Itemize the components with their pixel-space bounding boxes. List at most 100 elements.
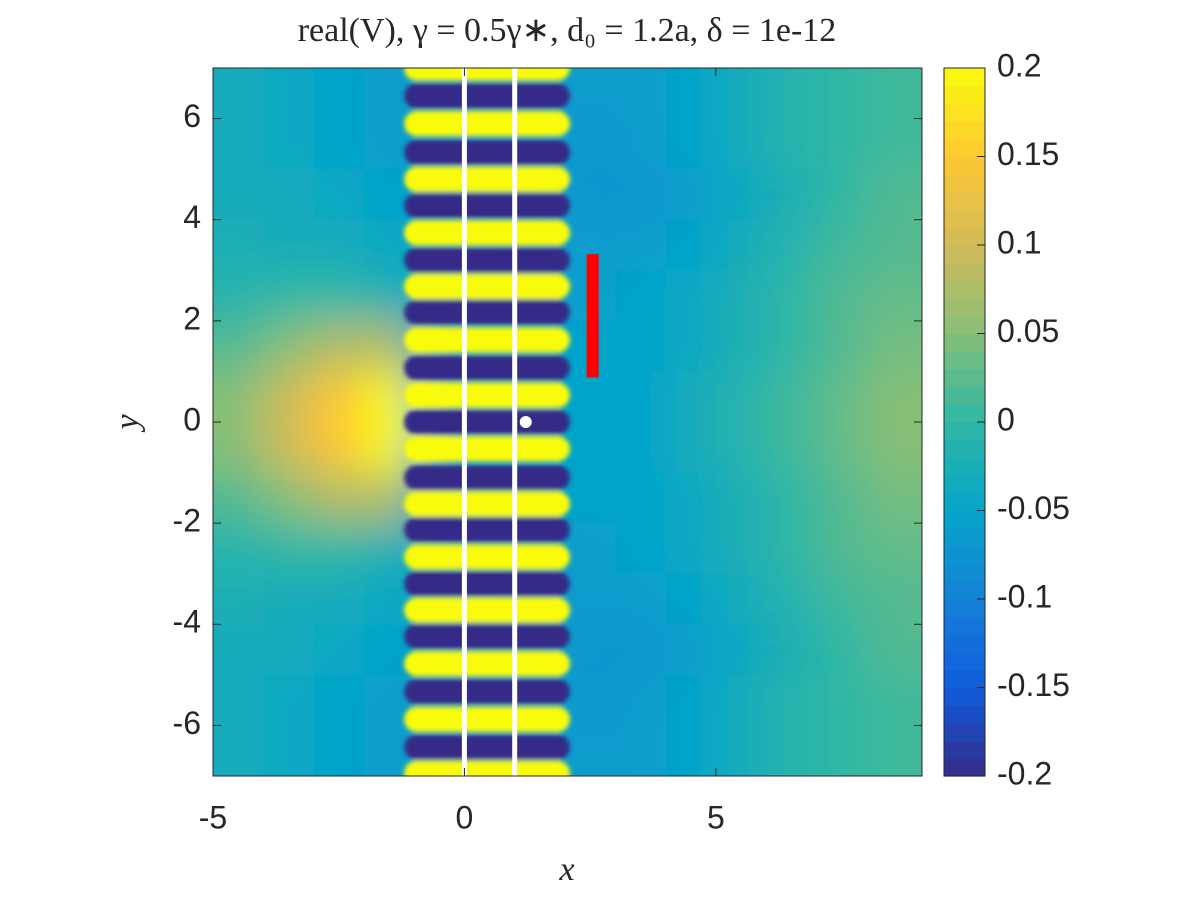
heatmap-cell bbox=[213, 422, 265, 474]
heatmap-cell bbox=[213, 674, 265, 727]
y-tick-label: 6 bbox=[183, 98, 201, 134]
colorbar-band bbox=[944, 227, 985, 246]
heatmap-cell bbox=[213, 320, 265, 373]
heatmap-cell bbox=[313, 624, 365, 676]
y-axis-label: y bbox=[109, 414, 146, 433]
heatmap-cell bbox=[715, 320, 768, 373]
stripe bbox=[404, 327, 571, 353]
colorbar-band bbox=[944, 457, 985, 476]
heatmap-cell bbox=[313, 118, 365, 171]
heatmap-cell bbox=[816, 674, 868, 727]
heatmap-cell bbox=[213, 219, 265, 272]
heatmap-cell bbox=[615, 270, 667, 322]
heatmap-cell bbox=[816, 219, 868, 272]
heatmap-cell bbox=[665, 219, 717, 272]
heatmap-cell bbox=[665, 472, 717, 525]
heatmap-cell bbox=[715, 422, 768, 474]
y-tick-label: 0 bbox=[183, 401, 201, 437]
heatmap-cell bbox=[263, 219, 315, 272]
colorbar-band bbox=[944, 68, 985, 87]
heatmap-cell bbox=[313, 68, 365, 120]
colorbar-band bbox=[944, 209, 985, 228]
heatmap-cell bbox=[866, 68, 922, 120]
colorbar-tick-label: 0.1 bbox=[997, 224, 1041, 260]
stripes bbox=[404, 68, 571, 776]
heatmap-cell bbox=[263, 624, 315, 676]
colorbar-band bbox=[944, 652, 985, 671]
heatmap-cell bbox=[213, 68, 265, 120]
stripe bbox=[404, 597, 571, 623]
heatmap-cell bbox=[816, 371, 868, 423]
heatmap-cell bbox=[665, 169, 717, 221]
heatmap-cell bbox=[263, 573, 315, 626]
stripe bbox=[404, 139, 571, 166]
heatmap-cell bbox=[313, 573, 365, 626]
heatmap-cell bbox=[766, 320, 818, 373]
heatmap-cell bbox=[866, 270, 922, 322]
point bbox=[519, 416, 532, 428]
heatmap-cell bbox=[213, 472, 265, 525]
heatmap-cell bbox=[665, 270, 717, 322]
heatmap-cell bbox=[816, 523, 868, 575]
heatmap-cell bbox=[615, 371, 667, 423]
colorbar-band bbox=[944, 669, 985, 689]
heatmap-cell bbox=[816, 472, 868, 525]
heatmap-cell bbox=[715, 169, 768, 221]
stripe bbox=[404, 544, 571, 570]
heatmap-cell bbox=[263, 371, 315, 423]
heatmap-cell bbox=[715, 725, 768, 776]
heatmap bbox=[213, 68, 922, 776]
heatmap-cell bbox=[615, 422, 667, 474]
heatmap-cell bbox=[564, 674, 617, 727]
colorbar-band bbox=[944, 758, 985, 777]
heatmap-cell bbox=[715, 523, 768, 575]
colorbar-band bbox=[944, 174, 985, 193]
overlays bbox=[461, 68, 599, 776]
colorbar-band bbox=[944, 616, 985, 635]
colorbar-tick-label: 0.2 bbox=[997, 47, 1041, 83]
heatmap-cell bbox=[615, 725, 667, 776]
plot-area bbox=[213, 68, 922, 776]
heatmap-cell bbox=[313, 472, 365, 525]
stripe bbox=[404, 651, 571, 677]
heatmap-cell bbox=[715, 118, 768, 171]
colorbar-tick-label: 0.15 bbox=[997, 136, 1059, 172]
heatmap-cell bbox=[766, 523, 818, 575]
heatmap-cell bbox=[213, 573, 265, 626]
chart-title: real(V), γ = 0.5γ∗, d₀ = 1.2a, δ = 1e-12 bbox=[298, 12, 837, 49]
colorbar-band bbox=[944, 439, 985, 458]
heatmap-cell bbox=[816, 725, 868, 776]
heatmap-cell bbox=[615, 674, 667, 727]
heatmap-cell bbox=[263, 422, 315, 474]
stripe bbox=[404, 299, 571, 325]
heatmap-cell bbox=[263, 523, 315, 575]
heatmap-cell bbox=[564, 371, 617, 423]
colorbar-band bbox=[944, 262, 985, 281]
colorbar-band bbox=[944, 191, 985, 211]
colorbar-tick-label: -0.2 bbox=[997, 755, 1052, 791]
heatmap-cell bbox=[715, 674, 768, 727]
heatmap-cell bbox=[213, 725, 265, 776]
heatmap-cell bbox=[615, 573, 667, 626]
colorbar-band bbox=[944, 740, 985, 759]
heatmap-cell bbox=[866, 320, 922, 373]
heatmap-cell bbox=[564, 422, 617, 474]
heatmap-cell bbox=[816, 624, 868, 676]
heatmap-cell bbox=[715, 371, 768, 423]
heatmap-cell bbox=[866, 624, 922, 676]
heatmap-cell bbox=[313, 371, 365, 423]
colorbar-band bbox=[944, 103, 985, 122]
heatmap-cell bbox=[766, 422, 818, 474]
colorbar-tick-label: 0.05 bbox=[997, 313, 1059, 349]
heatmap-cell bbox=[816, 169, 868, 221]
heatmap-cell bbox=[615, 118, 667, 171]
heatmap-cell bbox=[665, 573, 717, 626]
stripe bbox=[404, 166, 571, 192]
heatmap-cell bbox=[615, 472, 667, 525]
heatmap-cell bbox=[665, 118, 717, 171]
colorbar-band bbox=[944, 333, 985, 352]
heatmap-cell bbox=[263, 270, 315, 322]
heatmap-cell bbox=[213, 118, 265, 171]
